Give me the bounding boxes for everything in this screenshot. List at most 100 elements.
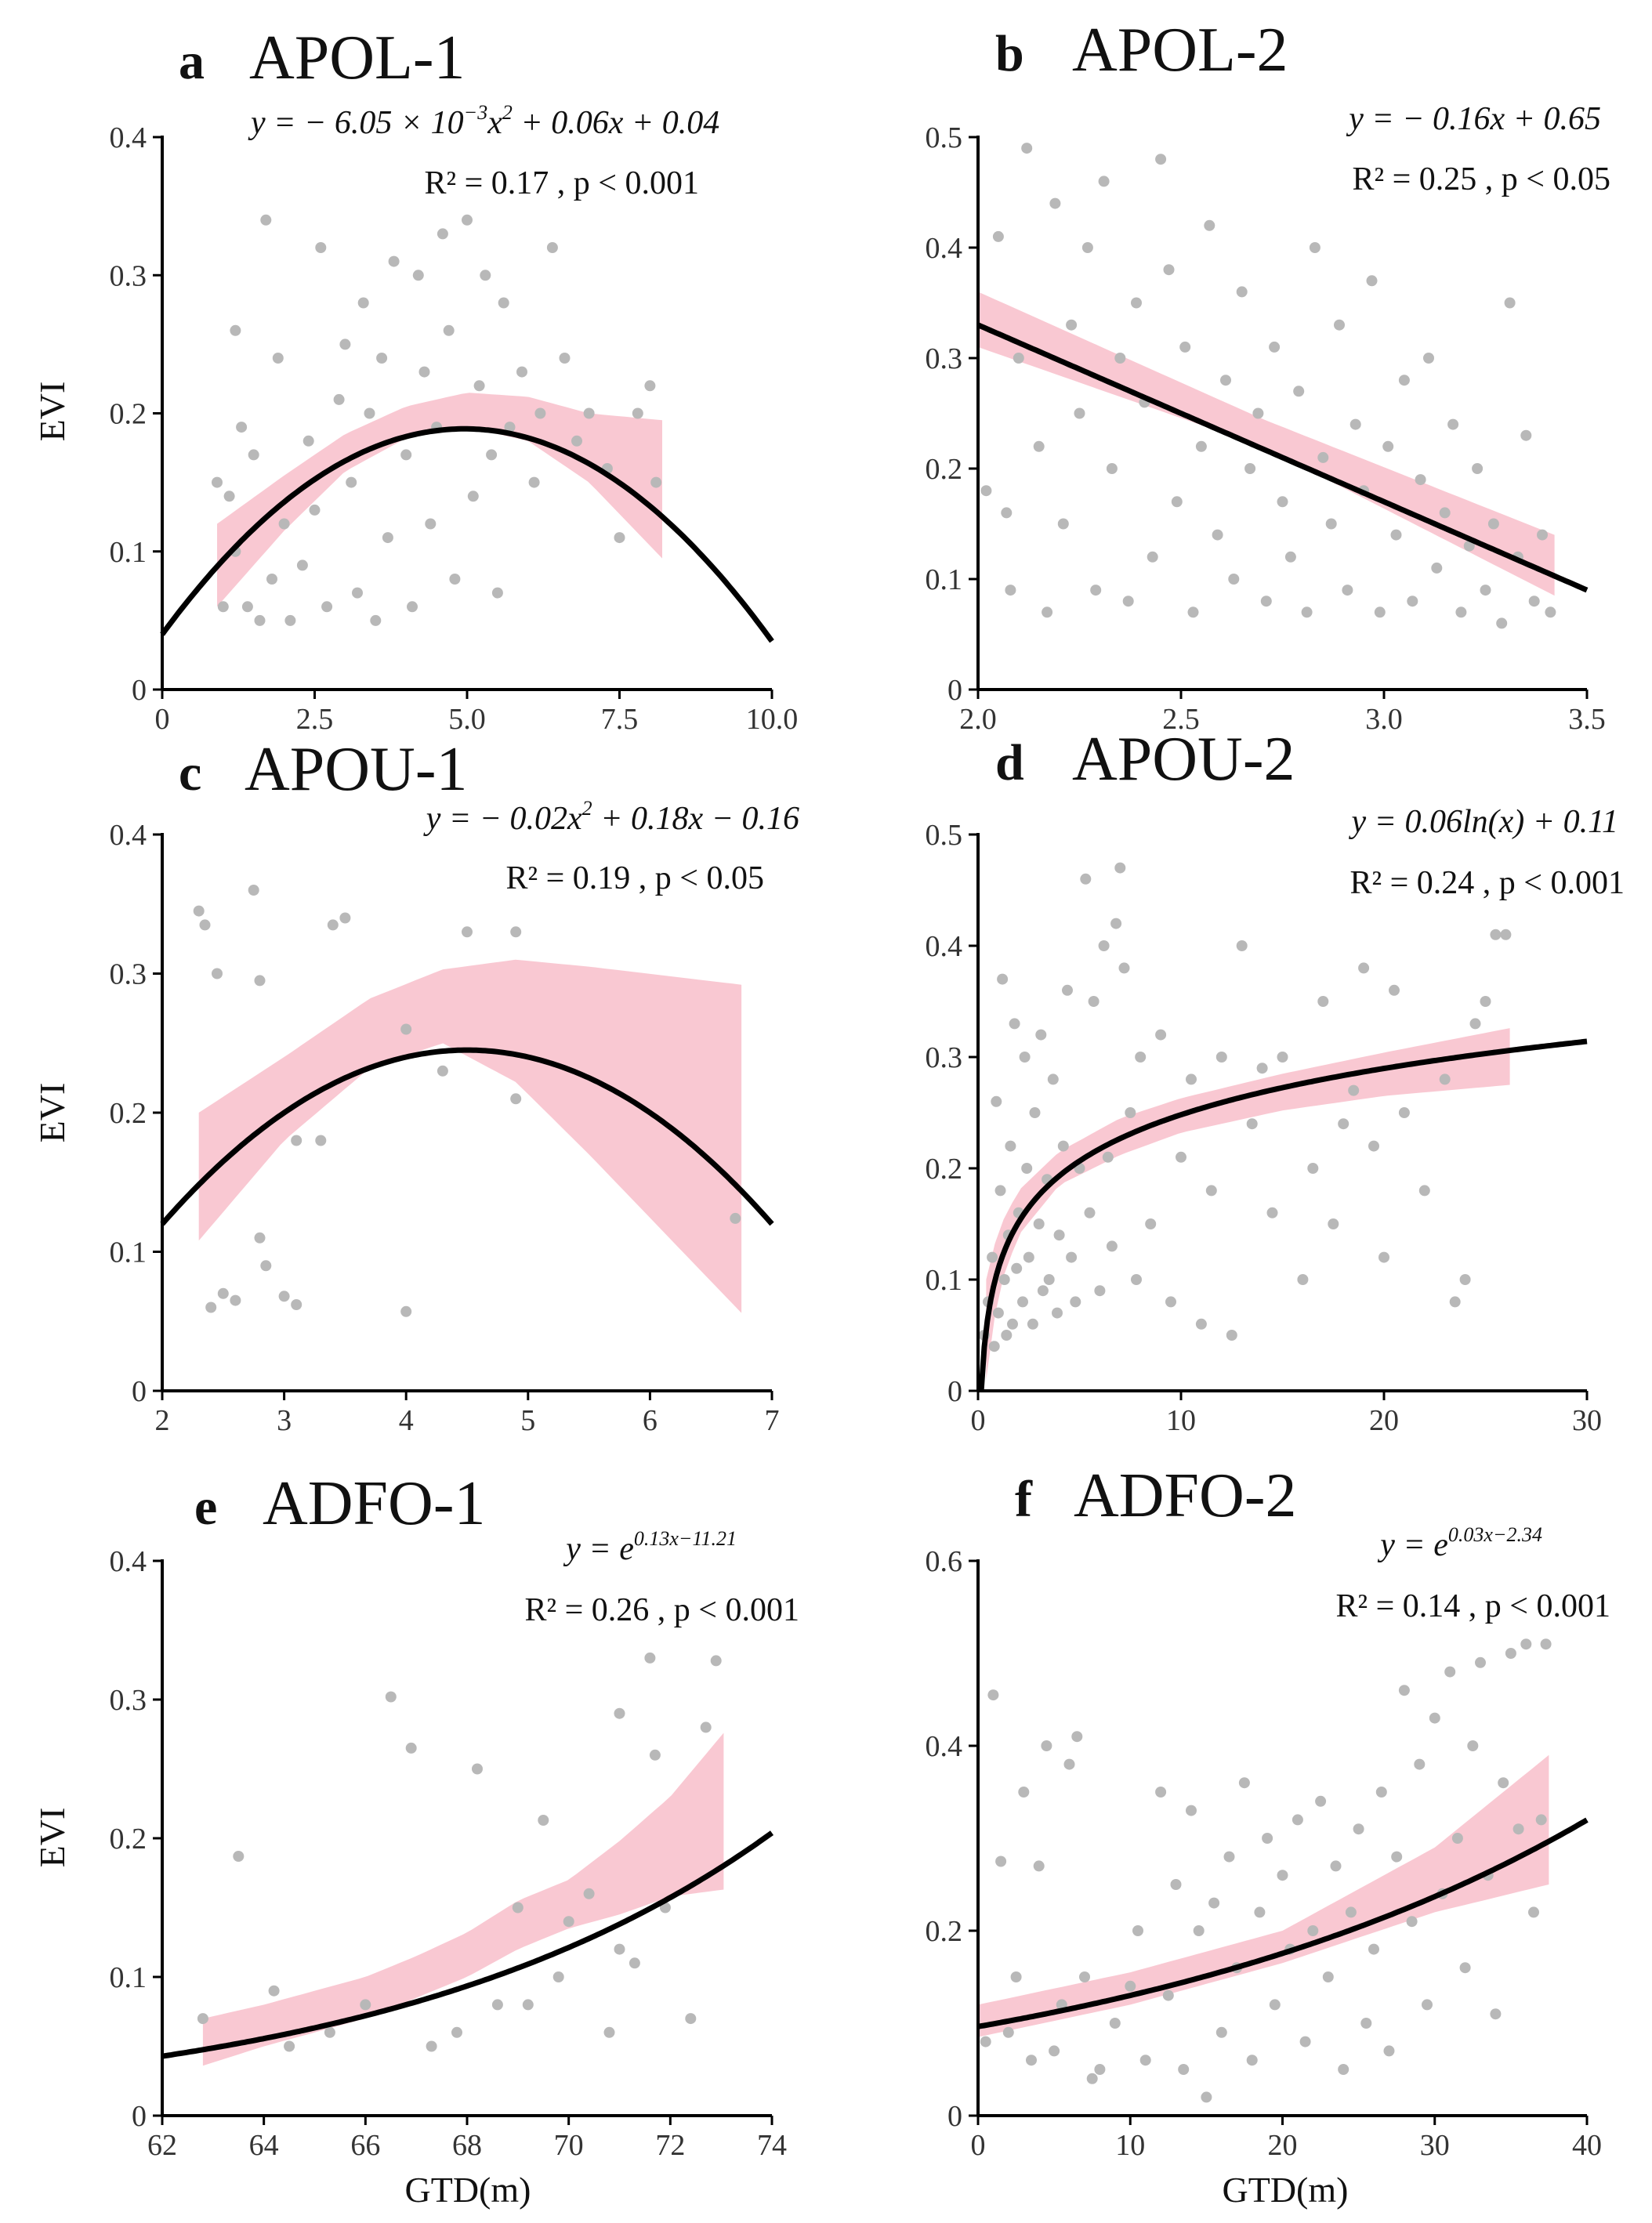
data-point-f-43 [1330, 1860, 1342, 1872]
data-point-f-66 [1505, 1648, 1516, 1659]
x-tick-label-c-2: 4 [399, 1404, 414, 1437]
data-point-f-14 [1086, 2073, 1098, 2084]
data-point-b-7 [1042, 606, 1053, 618]
data-point-e-16 [563, 1916, 574, 1928]
data-point-d-49 [1155, 1029, 1167, 1041]
data-point-d-36 [1084, 1207, 1096, 1218]
data-point-b-61 [1480, 585, 1491, 596]
data-point-a-40 [473, 380, 485, 392]
data-point-e-21 [629, 1957, 640, 1969]
x-tick-label-b-1: 2.5 [1162, 703, 1200, 736]
data-point-f-20 [1155, 1787, 1167, 1798]
data-point-d-66 [1338, 1118, 1349, 1130]
data-point-c-11 [291, 1299, 303, 1310]
data-point-b-25 [1187, 606, 1199, 618]
y-axis-title-c: EVI [32, 1083, 72, 1143]
confidence-band-f [978, 1754, 1549, 2037]
data-point-f-0 [980, 2036, 991, 2047]
data-point-e-27 [710, 1655, 722, 1667]
data-point-f-40 [1307, 1925, 1319, 1936]
data-point-a-44 [498, 297, 509, 309]
data-point-a-46 [516, 366, 527, 378]
data-point-d-33 [1070, 1296, 1081, 1308]
data-point-a-38 [462, 214, 473, 226]
x-tick-label-c-3: 5 [520, 1404, 535, 1437]
x-tick-label-f-2: 20 [1268, 2129, 1298, 2162]
data-point-f-33 [1254, 1906, 1266, 1918]
data-point-d-44 [1118, 962, 1130, 974]
data-point-b-64 [1504, 297, 1516, 309]
data-point-a-55 [632, 407, 643, 419]
data-point-d-68 [1358, 962, 1370, 974]
data-point-d-18 [1021, 1163, 1033, 1174]
confidence-band-e [202, 1732, 724, 2066]
panel-letter-d: d [995, 734, 1024, 791]
data-point-c-12 [291, 1135, 303, 1146]
data-point-b-24 [1179, 341, 1191, 353]
data-point-d-8 [998, 1274, 1010, 1285]
data-point-a-9 [260, 214, 272, 226]
equation-c: y = − 0.02x2 + 0.18x − 0.16 [423, 797, 799, 837]
data-point-d-41 [1106, 1240, 1118, 1252]
data-point-e-6 [385, 1691, 397, 1703]
data-point-a-39 [467, 491, 479, 502]
equation-prefix-e: y = e [563, 1531, 634, 1567]
data-point-f-52 [1398, 1685, 1410, 1696]
equation-b: y = − 0.16x + 0.65 [1346, 101, 1601, 137]
data-point-e-15 [552, 1971, 564, 1982]
data-point-d-80 [1500, 929, 1512, 940]
x-tick-label-a-3: 7.5 [601, 703, 639, 736]
y-tick-label-a-4: 0.4 [110, 121, 147, 154]
data-point-a-6 [241, 601, 253, 613]
data-point-a-13 [284, 614, 296, 626]
data-point-b-52 [1407, 596, 1418, 607]
data-point-a-20 [339, 339, 351, 350]
data-point-b-50 [1390, 529, 1402, 541]
data-point-b-38 [1293, 386, 1305, 397]
y-tick-label-d-2: 0.2 [926, 1153, 963, 1186]
data-point-f-19 [1139, 2055, 1151, 2066]
data-point-b-2 [1001, 507, 1013, 519]
data-point-a-10 [266, 574, 277, 585]
confidence-band-b [978, 291, 1555, 596]
data-point-b-18 [1131, 297, 1142, 309]
data-point-d-9 [1001, 1330, 1013, 1341]
data-point-b-26 [1195, 440, 1207, 452]
data-point-b-29 [1220, 375, 1231, 386]
y-tick-label-b-0: 0 [947, 674, 962, 707]
data-point-e-7 [405, 1742, 417, 1754]
data-point-c-21 [510, 1093, 522, 1105]
data-point-d-65 [1328, 1218, 1339, 1229]
fit-line-f [977, 1817, 1589, 2029]
data-point-a-31 [412, 270, 424, 281]
data-point-d-4 [991, 1095, 1002, 1107]
y-tick-label-d-4: 0.4 [926, 930, 963, 963]
data-point-c-10 [278, 1291, 290, 1302]
data-point-a-27 [382, 532, 393, 544]
data-point-a-43 [491, 587, 503, 599]
stat-f: R² = 0.14 , p < 0.001 [1336, 1588, 1610, 1624]
data-point-f-71 [1540, 1638, 1552, 1650]
y-tick-label-b-2: 0.2 [926, 453, 963, 486]
data-point-d-71 [1389, 984, 1400, 996]
stat-c: R² = 0.19 , p < 0.05 [506, 860, 764, 896]
data-point-b-0 [980, 485, 992, 497]
confidence-band-c [198, 959, 742, 1313]
data-point-b-33 [1252, 407, 1264, 419]
data-point-e-11 [491, 1999, 503, 2011]
x-tick-label-a-0: 0 [155, 703, 170, 736]
data-point-f-15 [1094, 2064, 1106, 2075]
data-point-b-37 [1284, 551, 1296, 563]
equation-d: y = 0.06ln(x) + 0.11 [1349, 804, 1619, 840]
stat-d: R² = 0.24 , p < 0.001 [1350, 865, 1625, 901]
data-point-b-34 [1260, 596, 1272, 607]
data-point-f-18 [1132, 1925, 1143, 1936]
data-point-f-32 [1246, 2055, 1258, 2066]
data-point-d-48 [1145, 1218, 1157, 1229]
y-axis-title-a: EVI [32, 382, 72, 442]
data-point-d-75 [1449, 1296, 1461, 1308]
fit-line-d [978, 1038, 1588, 1392]
x-axis-title-right: GTD(m) [1223, 2170, 1349, 2210]
data-point-d-37 [1088, 996, 1100, 1007]
panel-d: 0 10 20 30 0 0.1 0.2 0.3 0.4 0.5 d APOU-2 y = 0.06ln… [926, 725, 1625, 1437]
